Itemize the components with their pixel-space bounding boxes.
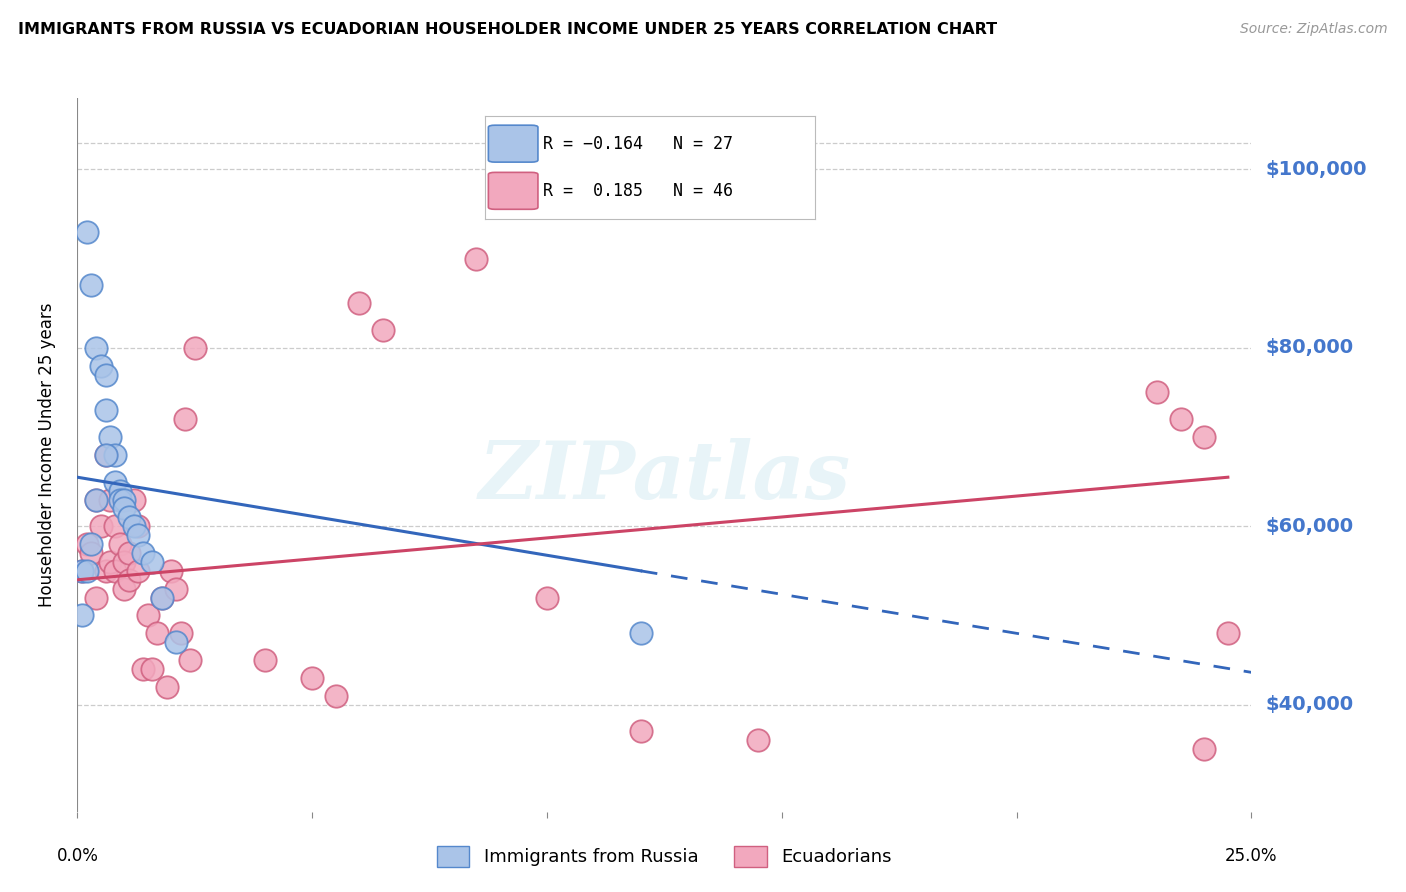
Point (90, 359, 112, 373)
Point (70, 564, 93, 578)
Point (84, 492, 107, 507)
Point (112, 555, 135, 569)
Text: $40,000: $40,000 (1265, 695, 1354, 714)
Point (127, 528, 149, 542)
Point (94, 403, 117, 417)
Text: R = −0.164   N = 27: R = −0.164 N = 27 (543, 135, 733, 153)
Point (183, 341, 207, 355)
Point (108, 492, 131, 507)
Point (122, 519, 145, 533)
Point (122, 492, 145, 507)
Y-axis label: Householder Income Under 25 years: Householder Income Under 25 years (38, 302, 56, 607)
Point (301, 671, 323, 685)
Point (94, 564, 117, 578)
Point (165, 582, 187, 596)
Point (108, 483, 131, 498)
Point (80, 546, 103, 560)
Point (118, 573, 141, 587)
Point (132, 546, 155, 560)
Point (174, 412, 197, 426)
Point (169, 626, 191, 640)
Point (141, 662, 163, 676)
Point (146, 626, 169, 640)
Point (112, 492, 135, 507)
Text: Source: ZipAtlas.com: Source: ZipAtlas.com (1240, 22, 1388, 37)
Point (630, 724, 652, 739)
Point (94, 368, 117, 382)
Point (112, 501, 135, 516)
Point (84, 341, 107, 355)
Point (136, 608, 159, 623)
Point (84, 591, 107, 605)
Point (127, 519, 149, 533)
Point (90, 519, 112, 533)
Point (150, 591, 173, 605)
Point (465, 252, 488, 266)
Point (76, 537, 98, 551)
Text: $60,000: $60,000 (1265, 516, 1354, 536)
Point (80, 278, 103, 293)
Point (98, 430, 121, 444)
Point (76, 225, 98, 239)
Text: 0.0%: 0.0% (56, 847, 98, 865)
Point (160, 564, 183, 578)
Point (747, 733, 769, 747)
Point (1170, 412, 1192, 426)
Point (254, 653, 277, 667)
Point (150, 591, 173, 605)
Point (70, 608, 93, 623)
Text: IMMIGRANTS FROM RUSSIA VS ECUADORIAN HOUSEHOLDER INCOME UNDER 25 YEARS CORRELATI: IMMIGRANTS FROM RUSSIA VS ECUADORIAN HOU… (18, 22, 997, 37)
Point (84, 492, 107, 507)
Point (118, 510, 141, 524)
Point (1216, 626, 1239, 640)
FancyBboxPatch shape (488, 172, 538, 210)
Text: ZIPatlas: ZIPatlas (478, 438, 851, 515)
Point (104, 448, 127, 462)
Point (141, 555, 163, 569)
Point (1146, 385, 1168, 400)
FancyBboxPatch shape (488, 125, 538, 162)
Point (155, 680, 177, 694)
Point (127, 564, 149, 578)
Text: 25.0%: 25.0% (1225, 847, 1278, 865)
Point (108, 537, 131, 551)
Point (132, 662, 155, 676)
Point (1194, 430, 1216, 444)
Point (104, 564, 127, 578)
Text: $100,000: $100,000 (1265, 160, 1367, 179)
Point (104, 475, 127, 489)
Legend: Immigrants from Russia, Ecuadorians: Immigrants from Russia, Ecuadorians (430, 838, 898, 874)
Point (536, 591, 558, 605)
Text: R =  0.185   N = 46: R = 0.185 N = 46 (543, 182, 733, 200)
Point (371, 323, 394, 337)
Point (94, 448, 117, 462)
Point (1194, 742, 1216, 756)
Point (94, 448, 117, 462)
Point (76, 564, 98, 578)
Point (118, 546, 141, 560)
Point (98, 555, 121, 569)
Point (179, 653, 201, 667)
Point (98, 492, 121, 507)
Point (112, 582, 135, 596)
Point (630, 626, 652, 640)
Point (80, 537, 103, 551)
Text: $80,000: $80,000 (1265, 338, 1354, 358)
Point (104, 519, 127, 533)
Point (325, 689, 347, 703)
Point (347, 296, 370, 310)
Point (165, 635, 187, 649)
Point (70, 564, 93, 578)
